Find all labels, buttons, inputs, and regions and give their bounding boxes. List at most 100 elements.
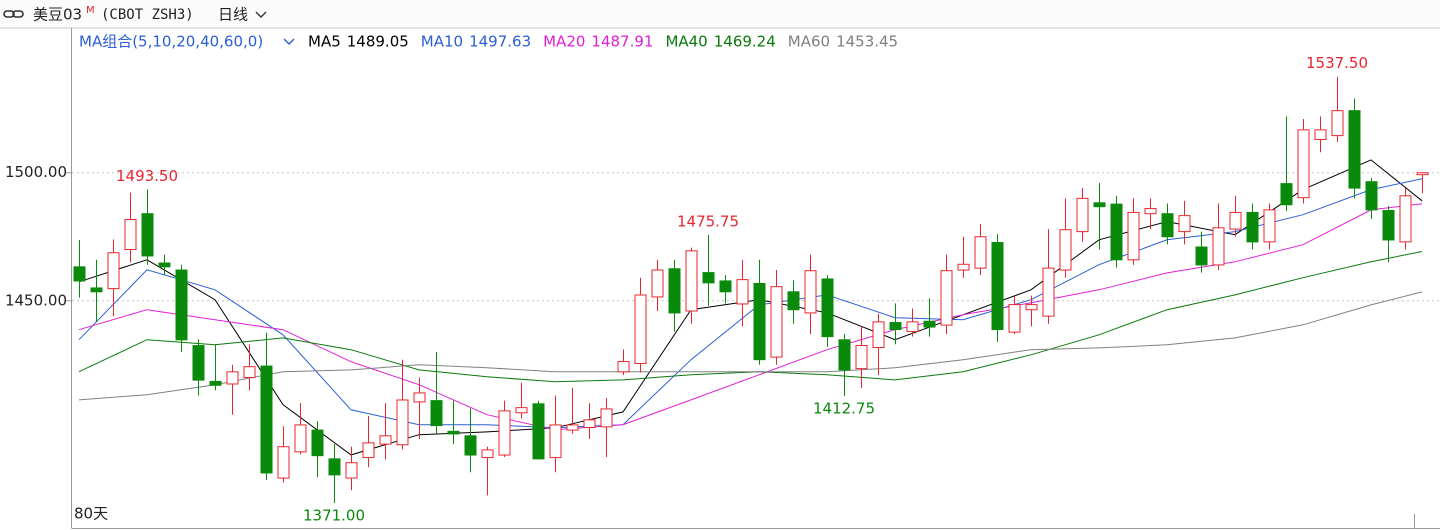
legend-value: 1497.63 [469, 33, 531, 51]
candle-body [124, 218, 137, 251]
candle-body [1076, 197, 1089, 233]
candle-body [1093, 202, 1106, 208]
candle-body [396, 399, 409, 446]
candle-body [1314, 129, 1327, 140]
candle-body [345, 462, 358, 479]
legend-name: MA40 [665, 33, 707, 51]
candle-body [1229, 211, 1242, 230]
extreme-label: 1371.00 [303, 507, 365, 525]
candle-body [1399, 195, 1412, 243]
candles [73, 76, 1429, 504]
y-tick-label: 1500.00 [5, 163, 67, 181]
candle-body [923, 320, 936, 328]
candle-body [430, 400, 443, 427]
candle-body [1297, 129, 1310, 199]
candle-body [804, 270, 817, 314]
candle-body [1178, 215, 1191, 233]
candle-body [1008, 304, 1021, 333]
footer-days: 80天 [74, 505, 108, 523]
legend-value: 1487.91 [591, 33, 653, 51]
candle-body [702, 272, 715, 284]
legend: MA5 1489.05 MA10 1497.63 MA20 1487.91 MA40 1469… [308, 33, 898, 51]
candle-body [1365, 181, 1378, 211]
candle-body [192, 345, 205, 381]
instrument-code: (CBOT ZSH3) [101, 7, 194, 23]
candle-body [855, 345, 868, 370]
candle-body [1212, 227, 1225, 266]
legend-name: MA20 [543, 33, 585, 51]
candle-body [379, 435, 392, 445]
candle-body [209, 380, 222, 386]
indicator-chevron[interactable] [283, 38, 295, 45]
candle-body [1161, 213, 1174, 238]
ma-line [78, 203, 1423, 431]
annotations: 1537.50 1493.50 1475.75 1412.75 1371.00 [116, 54, 1368, 524]
candle-body [600, 408, 613, 428]
candle-body [1416, 172, 1429, 176]
candle-body [175, 269, 188, 341]
candle-body [447, 430, 460, 435]
candle-body [549, 424, 562, 459]
candle-body [821, 278, 834, 338]
candle-body [1059, 229, 1072, 271]
instrument-badge: M [86, 5, 95, 16]
candle-body [872, 321, 885, 348]
candle-body [991, 242, 1004, 331]
extreme-label: 1475.75 [677, 212, 739, 230]
candle-body [787, 291, 800, 311]
period-chevron[interactable] [255, 11, 267, 18]
candle-body [974, 236, 987, 269]
header-bar [0, 0, 1440, 28]
candle-body [498, 410, 511, 456]
indicator-selector[interactable]: MA组合(5,10,20,40,60,0) [79, 33, 263, 51]
candle-body [90, 287, 103, 293]
candle-body [413, 392, 426, 403]
candle-body [141, 213, 154, 257]
candle-body [1025, 304, 1038, 311]
candle-body [838, 339, 851, 371]
candle-body [107, 252, 120, 290]
candle-body [736, 279, 749, 305]
candle-body [260, 365, 273, 474]
candle-body [328, 458, 341, 476]
candle-body [243, 366, 256, 379]
candle-body [957, 263, 970, 271]
extreme-label: 1493.50 [116, 167, 178, 185]
period-selector[interactable]: 日线 [218, 6, 248, 24]
candle-body [362, 442, 375, 459]
legend-value: 1469.24 [714, 33, 776, 51]
candle-body [1127, 211, 1140, 261]
candle-body [277, 446, 290, 479]
instrument-name: 美豆03 [33, 6, 82, 24]
legend-value: 1489.05 [347, 33, 409, 51]
extreme-label: 1537.50 [1306, 54, 1368, 72]
legend-name: MA5 [308, 33, 341, 51]
candle-body [1263, 209, 1276, 243]
candle-body [685, 250, 698, 312]
candle-body [651, 269, 664, 298]
candle-body [464, 435, 477, 456]
candle-body [583, 419, 596, 429]
candle-body [753, 282, 766, 361]
candle-body [889, 322, 902, 331]
candle-body [73, 266, 86, 282]
candle-body [1195, 246, 1208, 266]
candle-body [311, 429, 324, 457]
candle-body [1110, 203, 1123, 261]
candle-body [1042, 267, 1055, 317]
candle-body [1331, 110, 1344, 137]
candle-body [940, 270, 953, 326]
candle-body [1280, 183, 1293, 206]
candle-body [226, 371, 239, 385]
legend-name: MA60 [788, 33, 830, 51]
legend-name: MA10 [421, 33, 463, 51]
grid: 1450.00 1500.00 [5, 163, 1440, 309]
ma-line [78, 291, 1423, 401]
candle-body [294, 424, 307, 453]
y-tick-label: 1450.00 [5, 291, 67, 309]
candle-body [481, 449, 494, 459]
candle-body [617, 361, 630, 373]
candle-body [1382, 210, 1395, 241]
